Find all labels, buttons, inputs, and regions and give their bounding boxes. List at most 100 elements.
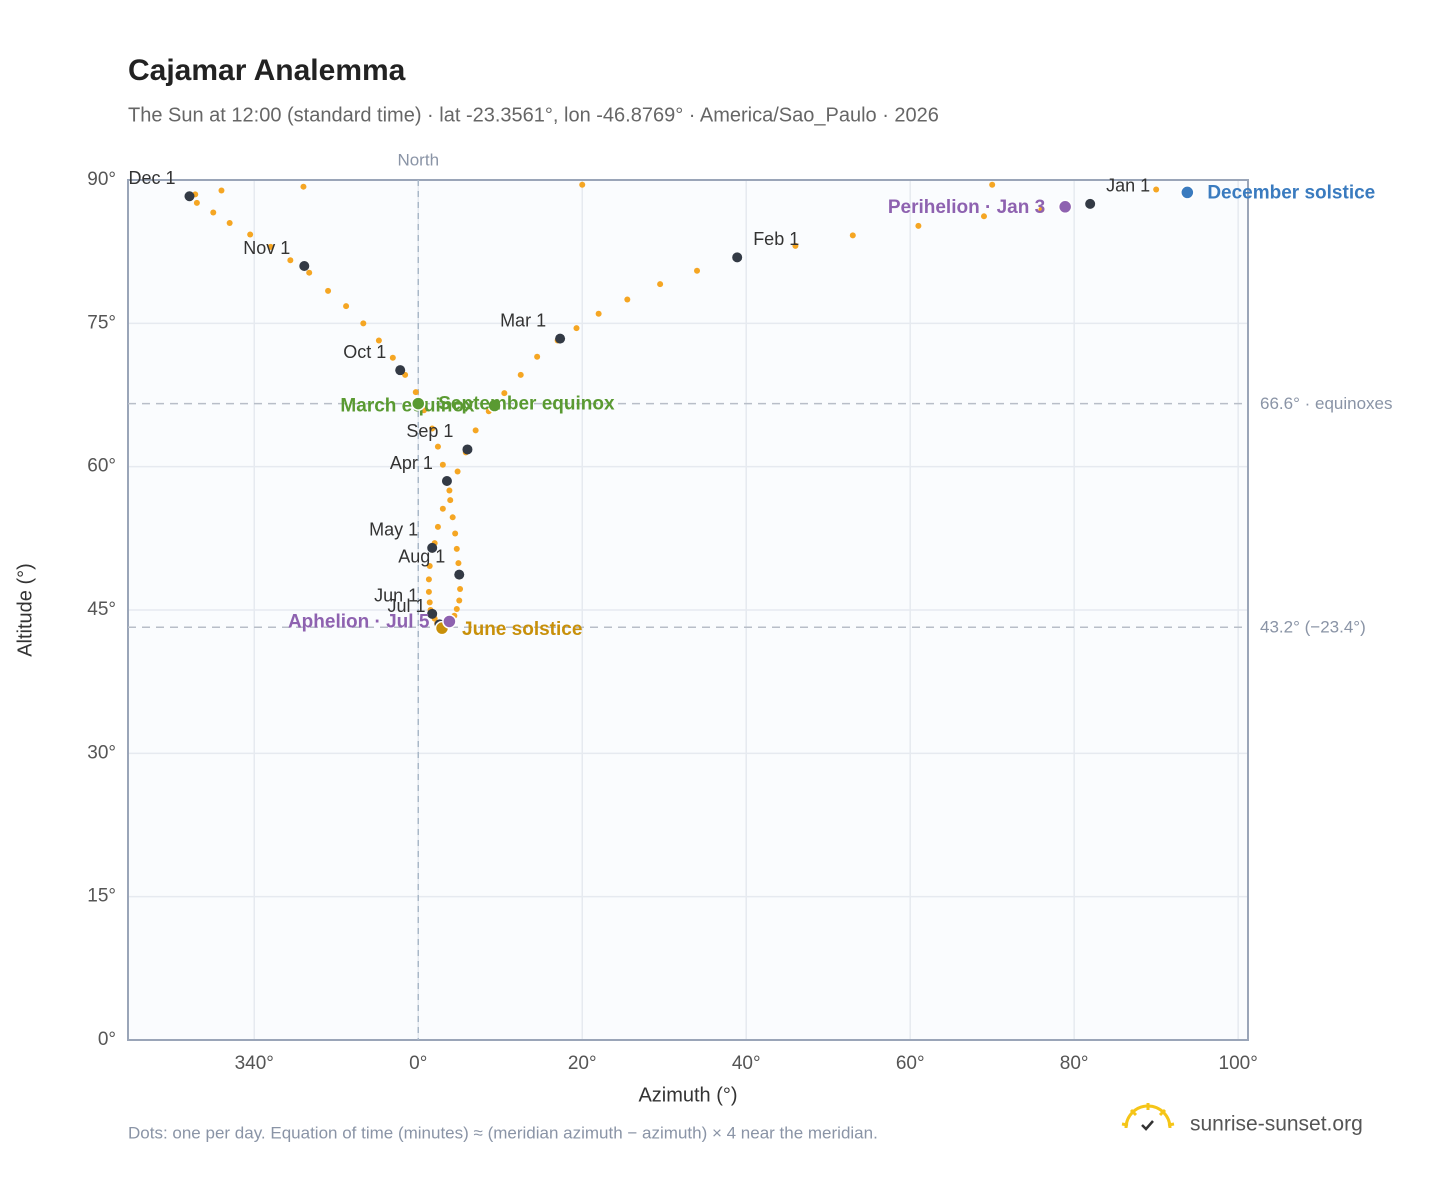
x-tick-label: 80°: [1060, 1053, 1089, 1074]
day-dot: [210, 209, 217, 216]
day-dot: [517, 371, 524, 378]
event-marker: [442, 614, 457, 629]
month-marker: [427, 608, 438, 619]
day-dot: [306, 269, 313, 276]
month-label: Feb 1: [753, 229, 799, 249]
month-label: Oct 1: [343, 342, 386, 362]
plot-frame: [127, 179, 1249, 1041]
day-dot: [449, 514, 456, 521]
x-axis-label: Azimuth (°): [638, 1084, 737, 1106]
day-dot: [1153, 186, 1160, 193]
day-dot: [657, 281, 664, 288]
day-dot: [267, 243, 274, 250]
day-dot: [457, 585, 464, 592]
x-tick-label: 340°: [235, 1053, 274, 1074]
day-dot: [439, 461, 446, 468]
event-marker: [1180, 185, 1195, 200]
day-dot: [579, 181, 586, 188]
month-label: Jun 1: [374, 586, 418, 606]
month-marker: [1085, 198, 1096, 209]
day-dot: [453, 545, 460, 552]
month-marker: [395, 365, 406, 376]
day-dot: [455, 560, 462, 567]
day-dot: [456, 597, 463, 604]
day-dot: [325, 287, 332, 294]
day-dot: [425, 588, 432, 595]
day-dot: [792, 242, 799, 249]
event-marker: [410, 396, 426, 411]
day-dot: [534, 353, 541, 360]
month-label: May 1: [369, 520, 418, 540]
day-dot: [1038, 206, 1045, 213]
day-dot: [426, 599, 433, 606]
y-tick-label: 15°: [87, 886, 116, 907]
x-tick-label: 100°: [1219, 1053, 1258, 1074]
month-marker: [184, 191, 195, 202]
day-dot: [247, 231, 254, 238]
day-dot: [454, 468, 461, 475]
event-label: Perihelion · Jan 3: [888, 197, 1045, 218]
day-dot: [425, 576, 432, 583]
day-dot: [453, 606, 460, 613]
y-tick-label: 45°: [87, 599, 116, 620]
day-dot: [389, 354, 396, 361]
day-dot: [426, 563, 433, 570]
day-dot: [412, 389, 419, 396]
day-dot: [595, 310, 602, 317]
x-tick-label: 60°: [896, 1053, 925, 1074]
day-dot: [446, 487, 453, 494]
month-marker: [555, 333, 566, 344]
day-dot: [452, 530, 459, 537]
month-marker: [462, 444, 473, 455]
day-dot: [287, 257, 294, 264]
y-tick-label: 90°: [87, 169, 116, 190]
month-marker: [299, 261, 310, 271]
reference-label: 43.2° (−23.4°): [1260, 618, 1366, 637]
day-dot: [501, 390, 508, 397]
day-dot: [375, 337, 382, 344]
day-dot: [434, 523, 441, 530]
event-marker: [487, 398, 502, 413]
month-marker: [454, 569, 465, 580]
y-axis-label: Altitude (°): [14, 563, 36, 657]
day-dot: [343, 303, 350, 310]
x-tick-label: 0°: [409, 1053, 427, 1074]
day-dot: [989, 181, 996, 188]
day-dot: [226, 220, 233, 226]
day-dot: [300, 183, 307, 190]
month-label: Dec 1: [128, 168, 175, 188]
event-marker: [1057, 199, 1073, 215]
day-dot: [472, 427, 479, 434]
y-tick-label: 75°: [87, 312, 116, 333]
day-dot: [360, 320, 367, 327]
day-dot: [429, 425, 436, 432]
day-dot: [980, 213, 987, 220]
day-dot: [439, 505, 446, 512]
month-marker: [427, 542, 438, 553]
reference-label: 66.6° · equinoxes: [1260, 394, 1393, 413]
event-label: Aphelion · Jul 5: [288, 611, 430, 632]
day-dot: [434, 443, 441, 450]
y-tick-label: 30°: [87, 742, 116, 763]
chart-subtitle: The Sun at 12:00 (standard time) · lat -…: [128, 104, 939, 126]
reference-label: North: [397, 150, 439, 169]
month-label: Aug 1: [398, 546, 445, 566]
month-marker: [732, 252, 743, 263]
chart-title: Cajamar Analemma: [128, 54, 406, 87]
day-dot: [694, 267, 701, 274]
day-dot: [915, 222, 922, 229]
y-tick-label: 60°: [87, 456, 116, 477]
y-tick-label: 0°: [98, 1029, 116, 1050]
day-dot: [218, 187, 225, 194]
month-marker: [441, 476, 452, 486]
footnote: Dots: one per day. Equation of time (min…: [128, 1123, 878, 1142]
event-label: December solstice: [1207, 182, 1375, 203]
day-dot: [447, 497, 454, 504]
day-dot: [624, 296, 631, 303]
month-label: Sep 1: [406, 421, 453, 441]
day-dot: [193, 199, 200, 206]
month-label: Jul 1: [388, 596, 426, 616]
month-label: Nov 1: [243, 238, 290, 258]
month-label: Mar 1: [500, 310, 546, 330]
